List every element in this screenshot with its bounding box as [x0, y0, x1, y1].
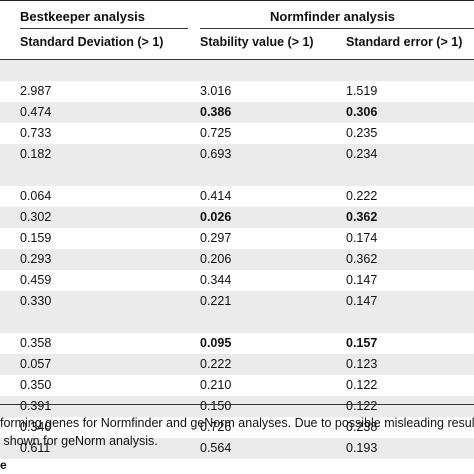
std-error-cell: 0.147: [346, 273, 378, 287]
stability-cell: 0.693: [200, 147, 232, 161]
stability-cell: 0.344: [200, 273, 232, 287]
stability-cell: 0.222: [200, 357, 232, 371]
table-row: 0.733 0.725 0.235: [0, 123, 474, 144]
std-dev-cell: 0.302: [20, 210, 52, 224]
table-header: Bestkeeper analysis Normfinder analysis …: [0, 1, 474, 60]
std-error-cell: 1.519: [346, 84, 378, 98]
std-dev-cell: 0.159: [20, 231, 52, 245]
footnote-line-1: forming genes for Normfinder and geNorm …: [0, 416, 474, 430]
table-row: 0.474 0.386 0.306: [0, 102, 474, 123]
std-dev-column-header: Standard Deviation (> 1): [20, 35, 164, 49]
std-dev-cell: 0.330: [20, 294, 52, 308]
normfinder-group-header: Normfinder analysis: [270, 9, 395, 24]
table-row: 0.350 0.210 0.122: [0, 375, 474, 396]
std-dev-cell: 0.064: [20, 189, 52, 203]
stability-cell: 0.206: [200, 252, 232, 266]
std-dev-cell: 0.474: [20, 105, 52, 119]
stability-cell: 0.725: [200, 126, 232, 140]
std-error-cell: 0.234: [346, 147, 378, 161]
std-dev-cell: 0.459: [20, 273, 52, 287]
std-dev-cell: 0.182: [20, 147, 52, 161]
table-row: 2.987 3.016 1.519: [0, 81, 474, 102]
stability-cell: 3.016: [200, 84, 232, 98]
std-error-column-header: Standard error (> 1): [346, 35, 463, 49]
stability-cell: 0.026: [200, 210, 232, 224]
stability-column-header: Stability value (> 1): [200, 35, 314, 49]
table-row: 0.358 0.095 0.157: [0, 333, 474, 354]
table-bottom-rule: [0, 404, 474, 405]
stability-cell: 0.095: [200, 336, 232, 350]
section-spacer-row: [0, 312, 474, 333]
std-error-cell: 0.122: [346, 378, 378, 392]
std-dev-cell: 0.340: [20, 420, 52, 434]
table-row: 0.391 0.150 0.122: [0, 396, 474, 417]
stability-cell: 0.414: [200, 189, 232, 203]
stability-cell: 0.150: [200, 399, 232, 413]
std-error-cell: 0.306: [346, 105, 378, 119]
std-dev-cell: 0.733: [20, 126, 52, 140]
std-dev-cell: 0.358: [20, 336, 52, 350]
table-row: 0.302 0.026 0.362: [0, 207, 474, 228]
bestkeeper-group-header: Bestkeeper analysis: [20, 9, 146, 24]
footnote-line-2-text: shown for geNorm analysis.: [3, 434, 158, 448]
std-dev-cell: 2.987: [20, 84, 52, 98]
table-row: 0.459 0.344 0.147: [0, 270, 474, 291]
std-error-cell: 0.193: [346, 441, 378, 455]
table-row: 0.340 0.726 0.238: [0, 417, 474, 438]
section-spacer-row: [0, 165, 474, 186]
std-dev-cell: 0.611: [20, 441, 51, 455]
std-error-cell: 0.222: [346, 189, 378, 203]
std-dev-cell: 0.293: [20, 252, 52, 266]
bestkeeper-header-rule: [20, 28, 188, 29]
table-row: 0.330 0.221 0.147: [0, 291, 474, 312]
std-error-cell: 0.123: [346, 357, 378, 371]
table-row: 0.182 0.693 0.234: [0, 144, 474, 165]
std-error-cell: 0.174: [346, 231, 378, 245]
std-dev-cell: 0.057: [20, 357, 52, 371]
std-dev-cell: 0.391: [20, 399, 52, 413]
table-row: 0.293 0.206 0.362: [0, 249, 474, 270]
std-error-cell: 0.238: [346, 420, 378, 434]
table-row: 0.064 0.414 0.222: [0, 186, 474, 207]
section-spacer-row: [0, 60, 474, 81]
table-row: 0.159 0.297 0.174: [0, 228, 474, 249]
stability-cell: 0.221: [200, 294, 232, 308]
table-row: 0.057 0.222 0.123: [0, 354, 474, 375]
std-error-cell: 0.235: [346, 126, 378, 140]
table-row: 0.611 0.564 0.193: [0, 438, 474, 459]
stability-cell: 0.210: [200, 378, 232, 392]
std-error-cell: 0.147: [346, 294, 378, 308]
stability-cell: 0.386: [200, 105, 232, 119]
std-dev-cell: 0.350: [20, 378, 52, 392]
std-error-cell: 0.122: [346, 399, 378, 413]
std-error-cell: 0.157: [346, 336, 378, 350]
stability-cell: 0.297: [200, 231, 232, 245]
header-bottom-rule: [0, 59, 474, 60]
footnote-line-2: shown for geNorm analysis.: [0, 434, 474, 448]
stability-cell: 0.564: [200, 441, 232, 455]
table-body: 2.987 3.016 1.519 0.474 0.386 0.306 0.733 0.725…: [0, 60, 474, 459]
footnote-mark: e: [0, 458, 7, 472]
stability-cell: 0.726: [200, 420, 232, 434]
table-top-rule: [0, 0, 474, 1]
normfinder-header-rule: [200, 28, 474, 29]
std-error-cell: 0.362: [346, 210, 378, 224]
std-error-cell: 0.362: [346, 252, 378, 266]
